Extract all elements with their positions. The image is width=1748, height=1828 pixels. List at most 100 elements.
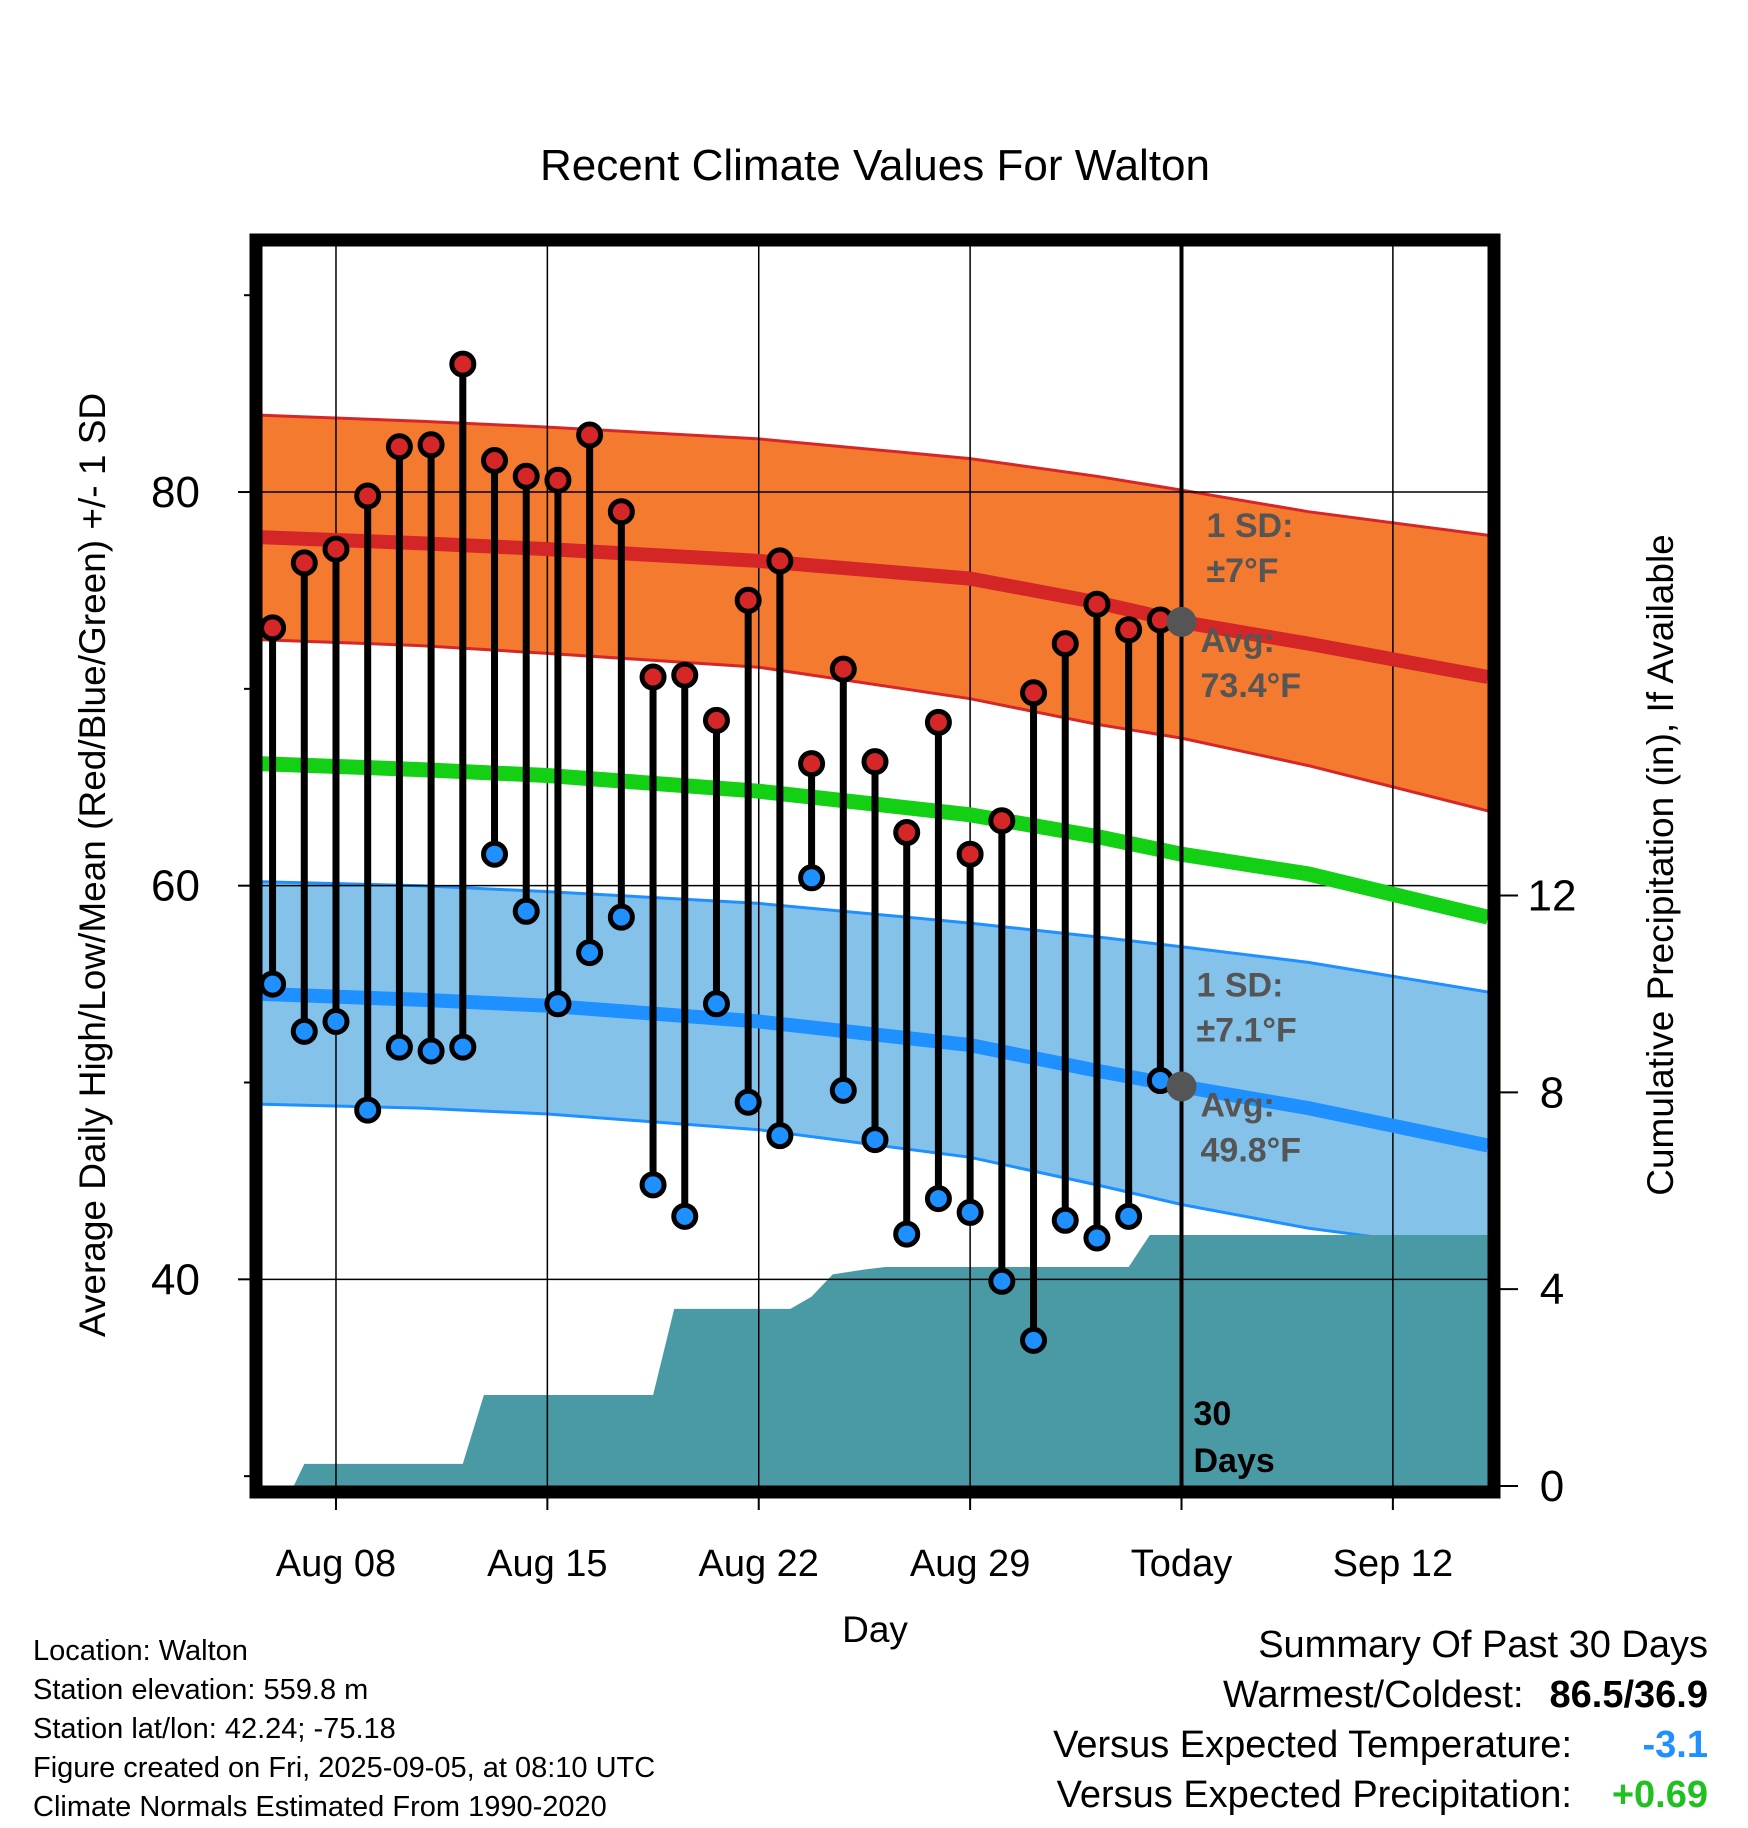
y2-tick-label: 8 — [1540, 1068, 1564, 1117]
daily-high-point — [1083, 590, 1111, 618]
location-text: Location: Walton — [33, 1635, 248, 1667]
daily-low-point — [671, 1202, 699, 1230]
daily-high-point — [1051, 630, 1079, 658]
daily-high-point — [322, 535, 350, 563]
days-label-text: Days — [1194, 1442, 1275, 1480]
y2-tick-label: 4 — [1540, 1265, 1564, 1314]
daily-low-point — [385, 1033, 413, 1061]
daily-low-point — [576, 939, 604, 967]
x-tick-label: Today — [1131, 1543, 1232, 1585]
normals-text: Climate Normals Estimated From 1990-2020 — [33, 1791, 607, 1823]
daily-low-point — [893, 1220, 921, 1248]
daily-low-point — [322, 1007, 350, 1035]
warm-cold-label: Warmest/Coldest: — [1222, 1674, 1524, 1716]
daily-high-point — [1020, 679, 1048, 707]
y-tick-label: 40 — [151, 1255, 200, 1304]
y-tick-label: 80 — [151, 468, 200, 517]
y2-tick-label: 12 — [1528, 872, 1577, 921]
daily-low-point — [544, 990, 572, 1018]
daily-low-point — [512, 897, 540, 925]
daily-high-point — [262, 614, 287, 642]
daily-high-point — [956, 840, 984, 868]
daily-low-point — [988, 1267, 1016, 1295]
daily-low-point — [449, 1033, 477, 1061]
today-high-normal-marker — [1166, 606, 1197, 637]
daily-high-point — [734, 586, 762, 614]
precipitation-area — [262, 1235, 1488, 1486]
precip-row: Versus Expected Precipitation: +0.69 — [1053, 1770, 1708, 1820]
daily-low-point — [1051, 1206, 1079, 1234]
high-avg-value: 73.4°F — [1201, 667, 1302, 705]
y-axis-label: Average Daily High/Low/Mean (Red/Blue/Gr… — [72, 393, 113, 1337]
daily-high-point — [385, 433, 413, 461]
high-sd-label: 1 SD: — [1207, 507, 1294, 545]
temp-value: -3.1 — [1642, 1724, 1708, 1766]
daily-high-point — [544, 466, 572, 494]
daily-high-point — [766, 547, 794, 575]
daily-high-point — [1115, 616, 1143, 644]
low-sd-label: 1 SD: — [1197, 966, 1284, 1004]
daily-low-point — [607, 903, 635, 931]
daily-low-point — [798, 864, 826, 892]
daily-high-point — [671, 661, 699, 689]
daily-high-point — [290, 549, 318, 577]
x-tick-label: Aug 29 — [910, 1543, 1030, 1585]
elevation-text: Station elevation: 559.8 m — [33, 1674, 369, 1706]
daily-high-point — [639, 663, 667, 691]
daily-low-point — [861, 1126, 889, 1154]
station-info: Location: Walton Station elevation: 559.… — [33, 1632, 655, 1827]
daily-high-point — [576, 421, 604, 449]
daily-low-point — [290, 1017, 318, 1045]
daily-low-point — [924, 1185, 952, 1213]
daily-high-point — [702, 706, 730, 734]
precip-value: +0.69 — [1611, 1774, 1708, 1816]
x-tick-label: Aug 15 — [487, 1543, 607, 1585]
daily-high-point — [988, 807, 1016, 835]
temp-label: Versus Expected Temperature: — [1053, 1724, 1572, 1766]
high-sd-value: ±7°F — [1207, 552, 1279, 590]
daily-high-point — [512, 462, 540, 490]
plot-frame — [249, 233, 1501, 1499]
daily-high-point — [798, 750, 826, 778]
daily-low-point — [262, 970, 287, 998]
daily-high-point — [829, 655, 857, 683]
daily-high-point — [417, 431, 445, 459]
temp-row: Versus Expected Temperature: -3.1 — [1053, 1720, 1708, 1770]
daily-low-point — [1115, 1202, 1143, 1230]
daily-high-point — [449, 350, 477, 378]
daily-low-point — [417, 1037, 445, 1065]
warm-cold-value: 86.5/36.9 — [1549, 1674, 1708, 1716]
summary-title: Summary Of Past 30 Days — [1258, 1624, 1708, 1666]
x-axis-label: Day — [842, 1609, 908, 1650]
low-avg-label: Avg: — [1201, 1086, 1275, 1124]
y2-tick-label: 0 — [1540, 1462, 1564, 1511]
daily-low-point — [481, 840, 509, 868]
today-low-normal-marker — [1166, 1071, 1197, 1102]
daily-low-point — [639, 1171, 667, 1199]
x-tick-label: Aug 22 — [699, 1543, 819, 1585]
latlon-text: Station lat/lon: 42.24; -75.18 — [33, 1713, 396, 1745]
x-tick-label: Aug 08 — [276, 1543, 396, 1585]
created-text: Figure created on Fri, 2025-09-05, at 08… — [33, 1752, 656, 1784]
summary-panel: Summary Of Past 30 Days Warmest/Coldest:… — [1053, 1620, 1708, 1820]
plot-area: 1 SD: ±7°F Avg: 73.4°F 1 SD: ±7.1°F Avg: 49.8°F… — [151, 233, 1577, 1585]
daily-high-point — [893, 819, 921, 847]
chart-title: Recent Climate Values For Walton — [540, 141, 1210, 190]
warm-cold-row: Warmest/Coldest: 86.5/36.9 — [1053, 1670, 1708, 1720]
x-tick-label: Sep 12 — [1333, 1543, 1453, 1585]
y-tick-label: 60 — [151, 862, 200, 911]
daily-low-point — [956, 1198, 984, 1226]
daily-high-point — [924, 708, 952, 736]
low-avg-value: 49.8°F — [1201, 1131, 1302, 1169]
daily-low-point — [1020, 1326, 1048, 1354]
daily-high-point — [481, 447, 509, 475]
high-avg-label: Avg: — [1201, 622, 1275, 660]
daily-high-point — [607, 498, 635, 526]
low-sd-value: ±7.1°F — [1197, 1011, 1297, 1049]
daily-low-point — [702, 990, 730, 1018]
daily-high-point — [861, 748, 889, 776]
daily-low-point — [734, 1088, 762, 1116]
daily-low-point — [766, 1122, 794, 1150]
y2-axis-label: Cumulative Precipitation (in), If Availa… — [1640, 534, 1681, 1196]
